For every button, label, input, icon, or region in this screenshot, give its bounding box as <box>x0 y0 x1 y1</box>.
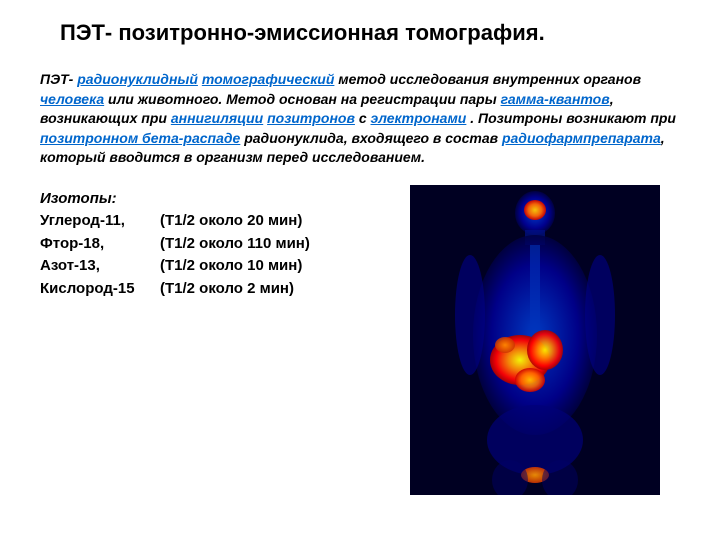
isotope-halflife: (T1/2 около 2 мин) <box>160 278 294 301</box>
desc-prefix: ПЭТ- <box>40 71 77 87</box>
isotopes-title: Изотопы: <box>40 188 310 211</box>
isotope-row: Углерод-11, (T1/2 около 20 мин) <box>40 210 310 233</box>
isotope-halflife: (T1/2 около 10 мин) <box>160 255 302 278</box>
link-radiopharm[interactable]: радиофармпрепарата <box>502 130 661 146</box>
isotope-name: Азот-13, <box>40 255 160 278</box>
scan-svg <box>410 185 660 495</box>
page-title: ПЭТ- позитронно-эмиссионная томография. <box>60 20 680 46</box>
isotope-halflife: (T1/2 около 20 мин) <box>160 210 302 233</box>
scan-brain-hotspot <box>524 200 546 220</box>
link-radionuclide[interactable]: радионуклидный <box>77 71 198 87</box>
link-positrons[interactable]: позитронов <box>267 110 355 126</box>
scan-arm-left <box>455 255 485 375</box>
isotopes-block: Изотопы: Углерод-11, (T1/2 около 20 мин)… <box>40 188 310 301</box>
scan-hotspot-4 <box>495 337 515 353</box>
link-electrons[interactable]: электронами <box>371 110 467 126</box>
isotope-row: Азот-13, (T1/2 около 10 мин) <box>40 255 310 278</box>
scan-arm-right <box>585 255 615 375</box>
link-beta-decay[interactable]: позитронном бета-распаде <box>40 130 240 146</box>
desc-text1: метод исследования внутренних органов <box>334 71 641 87</box>
scan-hotspot-3 <box>515 368 545 392</box>
isotope-row: Фтор-18, (T1/2 около 110 мин) <box>40 233 310 256</box>
desc-text6: радионуклида, входящего в состав <box>240 130 502 146</box>
isotope-name: Фтор-18, <box>40 233 160 256</box>
link-human[interactable]: человека <box>40 91 104 107</box>
isotope-name: Углерод-11, <box>40 210 160 233</box>
pet-scan-image <box>410 185 660 495</box>
link-annihilation[interactable]: аннигиляции <box>171 110 263 126</box>
link-tomographic[interactable]: томографический <box>202 71 335 87</box>
scan-hotspot-2 <box>527 330 563 370</box>
desc-text4: с <box>355 110 371 126</box>
desc-text5: . Позитроны возникают при <box>466 110 676 126</box>
isotope-name: Кислород-15 <box>40 278 160 301</box>
description-paragraph: ПЭТ- радионуклидный томографический мето… <box>40 70 680 168</box>
desc-text2: или животного. Метод основан на регистра… <box>104 91 500 107</box>
link-gamma[interactable]: гамма-квантов <box>501 91 610 107</box>
isotope-row: Кислород-15 (T1/2 около 2 мин) <box>40 278 310 301</box>
isotope-halflife: (T1/2 около 110 мин) <box>160 233 310 256</box>
